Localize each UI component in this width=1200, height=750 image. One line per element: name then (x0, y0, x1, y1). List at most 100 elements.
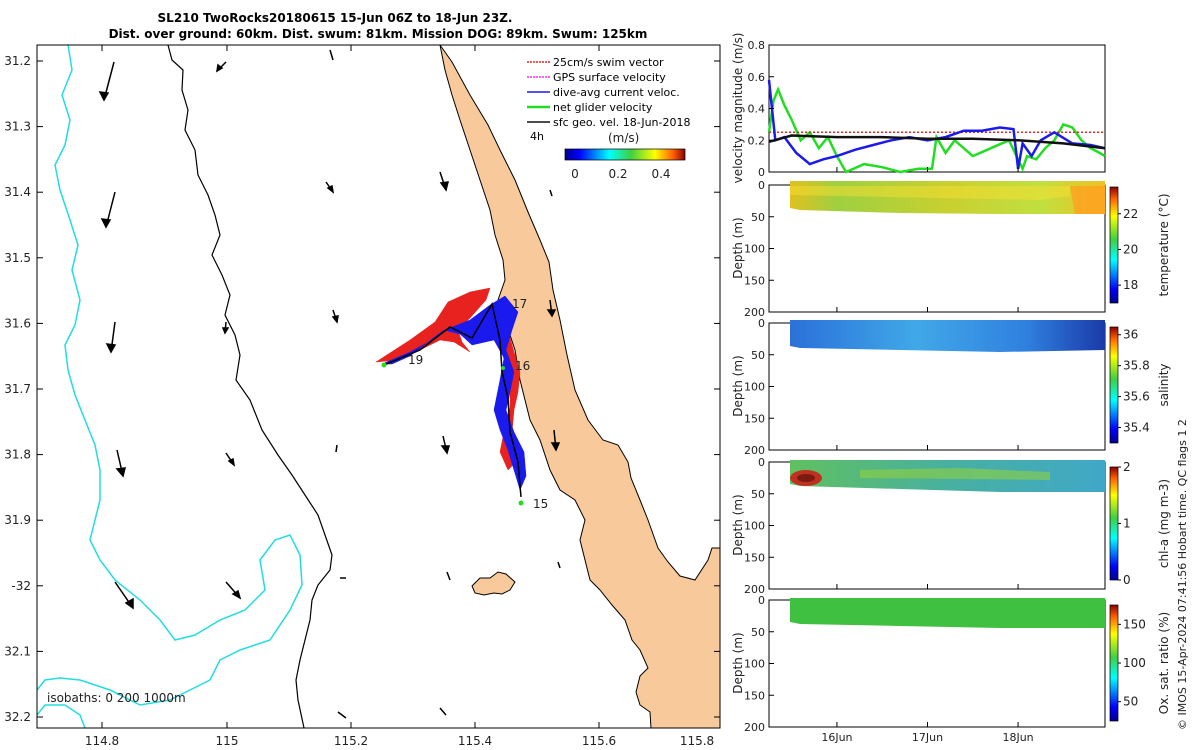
isobaths-label: isobaths: 0 200 1000m (47, 691, 186, 705)
temperature-panel (768, 181, 1119, 313)
map-cbar-tick-0: 0 (571, 167, 579, 181)
map-legend: 25cm/s swim vector GPS surface velocity … (527, 56, 690, 181)
map-xtick-label-2: 115.2 (334, 734, 368, 748)
vel-ytick-label-0: 0 (758, 166, 765, 179)
temperature-colorbar (1109, 186, 1119, 304)
oxygen-section (790, 598, 1105, 628)
map-colorbar-label: (m/s) (608, 131, 639, 145)
section-0-ytick-label-2: 100 (744, 243, 765, 256)
section-0-ytick-label-1: 50 (751, 211, 765, 224)
section-1-cbar-label-1: 35.6 (1123, 390, 1150, 404)
section-1-ytick-label-2: 100 (744, 381, 765, 394)
map-ytick-label-9: 32.1 (4, 644, 31, 658)
section-0-ytick-label-0: 0 (758, 179, 765, 192)
section-3-colorbar-label: Ox. sat. ratio (%) (1157, 612, 1171, 714)
section-3-cbar-label-1: 100 (1123, 656, 1146, 670)
section-2-ytick-label-1: 50 (751, 488, 765, 501)
map-cbar-tick-2: 0.4 (651, 167, 670, 181)
legend-gps: GPS surface velocity (553, 71, 666, 84)
map-ytick-label-4: 31.6 (4, 316, 31, 330)
section-0-ylabel: Depth (m) (731, 217, 745, 278)
section-0-ytick-label-3: 150 (744, 274, 765, 287)
section-2-colorbar-label: chl-a (mg m-3) (1157, 479, 1171, 568)
island (471, 571, 516, 596)
chla-panel (768, 460, 1119, 590)
section-3-ytick-label-0: 0 (758, 594, 765, 607)
map-ytick-label-8: -32 (11, 579, 31, 593)
section-2-ytick-label-0: 0 (758, 456, 765, 469)
vel-ytick-label-2: 0.4 (748, 103, 766, 116)
section-1-ytick-label-4: 200 (744, 444, 765, 457)
section-0-cbar-label-1: 20 (1123, 242, 1138, 256)
temperature-section (790, 181, 1105, 214)
vel-ytick-label-3: 0.6 (748, 71, 766, 84)
legend-geo: sfc geo. vel. 18-Jun-2018 (553, 116, 690, 129)
velocity-ticks: 0 0.2 0.4 0.6 0.8 (748, 39, 774, 179)
map-ytick-label-10: 32.2 (4, 710, 31, 724)
title-line1: SL210 TwoRocks20180615 15-Jun 06Z to 18-… (158, 11, 513, 25)
date-tick-label-0: 16Jun (821, 731, 852, 744)
day-label-17: 17 (512, 297, 527, 311)
section-0-ytick-label-4: 200 (744, 306, 765, 319)
map-ytick-label-0: 31.2 (4, 54, 31, 68)
map-xtick-label-4: 115.6 (582, 734, 616, 748)
section-0-cbar-label-2: 22 (1123, 207, 1138, 221)
map-ytick-label-1: 31.3 (4, 120, 31, 134)
section-2-cbar-label-1: 1 (1123, 517, 1131, 531)
section-3-cbar-label-0: 50 (1123, 695, 1138, 709)
section-3-ytick-label-2: 100 (744, 658, 765, 671)
section-3-ylabel: Depth (m) (731, 632, 745, 693)
section-1-cbar-label-3: 36 (1123, 328, 1138, 342)
section-3-ytick-label-4: 200 (744, 721, 765, 734)
section-2-cbar-label-0: 0 (1123, 573, 1131, 587)
series-sfc-geo-vel-18-jun-2018 (768, 134, 1106, 150)
map-ticks: 114.8 115 115.2 115.4 115.6 115.8 31.2 31.3 31.4… (4, 45, 720, 748)
day-label-16: 16 (515, 359, 530, 373)
vel-ytick-label-4: 0.8 (748, 39, 766, 52)
oxygen-colorbar (1109, 604, 1119, 722)
vel-ytick-label-1: 0.2 (748, 134, 766, 147)
map-colorbar (564, 148, 686, 161)
isobath-200 (167, 44, 333, 729)
section-2-cbar-label-2: 2 (1123, 460, 1131, 474)
oxygen-panel (768, 598, 1119, 728)
geo-vectors (98, 49, 561, 719)
map-panel: 17 16 19 15 25cm/s swim vector GPS surfa… (4, 44, 721, 748)
section-2-ylabel: Depth (m) (731, 494, 745, 555)
section-1-ytick-label-3: 150 (744, 412, 765, 425)
velocity-frame (768, 44, 1106, 173)
series-dive-avg-current-veloc- (767, 79, 1106, 170)
salinity-colorbar (1109, 326, 1119, 444)
date-tick-label-2: 18Jun (1002, 731, 1033, 744)
date-tick-label-1: 17Jun (912, 731, 943, 744)
section-1-ytick-label-0: 0 (758, 317, 765, 330)
map-cbar-tick-1: 0.2 (608, 167, 627, 181)
net-velocity-points (381, 362, 524, 506)
section-1-cbar-label-2: 35.8 (1123, 359, 1150, 373)
map-ytick-label-6: 31.8 (4, 448, 31, 462)
map-xtick-label-3: 115.4 (458, 734, 492, 748)
legend-time: 4h (530, 130, 544, 143)
section-3-ytick-label-1: 50 (751, 626, 765, 639)
section-2-ytick-label-4: 200 (744, 583, 765, 596)
section-2-ytick-label-3: 150 (744, 551, 765, 564)
chla-colorbar (1109, 466, 1119, 581)
salinity-section (790, 320, 1105, 352)
isobath-1000 (36, 44, 303, 729)
section-1-cbar-label-0: 35.4 (1123, 421, 1150, 435)
salinity-panel (768, 320, 1119, 451)
map-xtick-label-1: 115 (216, 734, 239, 748)
legend-swim: 25cm/s swim vector (553, 56, 664, 69)
velocity-panel: 0 0.2 0.4 0.6 0.8 velocity magnitude (m/s) (731, 33, 1106, 183)
map-ytick-label-3: 31.5 (4, 251, 31, 265)
section-0-cbar-label-0: 18 (1123, 278, 1138, 292)
day-label-15: 15 (533, 497, 548, 511)
section-1-colorbar-label: salinity (1157, 363, 1171, 406)
velocity-series (767, 79, 1106, 174)
map-xtick-label-0: 114.8 (85, 734, 119, 748)
map-xtick-label-5: 115.8 (680, 734, 714, 748)
section-0-colorbar-label: temperature (°C) (1157, 194, 1171, 297)
map-ytick-label-7: 31.9 (4, 513, 31, 527)
